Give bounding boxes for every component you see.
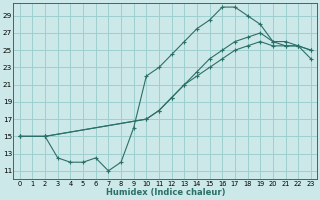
X-axis label: Humidex (Indice chaleur): Humidex (Indice chaleur) <box>106 188 225 197</box>
